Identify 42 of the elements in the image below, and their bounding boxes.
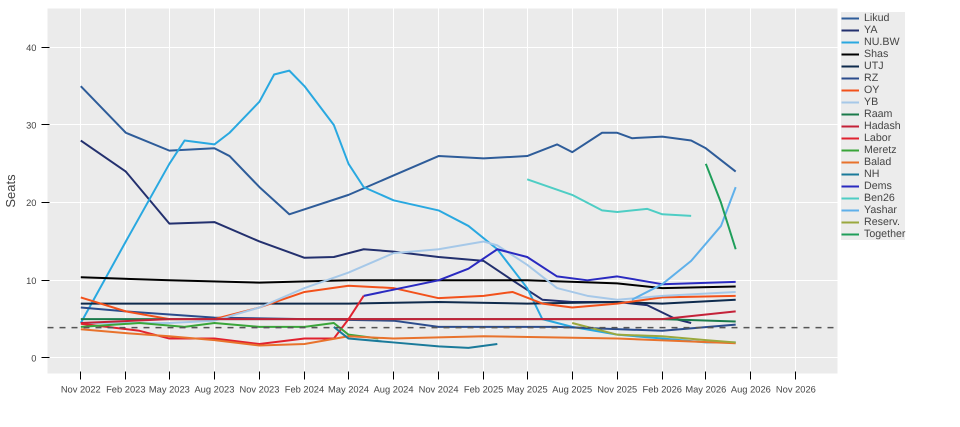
legend-label: Shas [864,48,888,60]
legend-label: RZ [864,72,880,84]
legend-label: YB [864,96,880,108]
x-tick-label: Nov 2022 [60,384,101,394]
legend-label: Dems [864,180,892,192]
x-tick-label: Nov 2024 [418,384,459,394]
legend-label: NH [864,168,880,180]
y-tick-label: 10 [26,276,37,286]
legend-label: YA [864,24,878,36]
legend-label: OY [864,84,880,96]
legend-label: Hadash [864,120,901,132]
x-tick-label: Feb 2023 [106,384,146,394]
x-tick-label: Nov 2025 [597,384,638,394]
legend-label: Ben26 [864,192,895,204]
legend-label: Likud [864,12,890,24]
x-tick-label: Feb 2026 [642,384,682,394]
legend-label: Raam [864,108,892,120]
x-tick-label: Aug 2024 [374,384,414,394]
y-tick-label: 0 [31,353,37,364]
legend-label: Together [864,228,906,240]
y-axis-title: Seats [3,174,18,208]
x-tick-label: Feb 2024 [284,384,324,394]
legend-label: Meretz [864,144,897,156]
x-tick-label: Aug 2026 [730,384,771,394]
y-tick-label: 20 [26,198,37,208]
x-tick-label: Aug 2025 [552,384,592,394]
x-tick-label: Feb 2025 [464,384,504,394]
legend-label: Reserv. [864,216,900,228]
x-tick-label: May 2024 [328,384,370,394]
legend-label: Labor [864,132,892,144]
x-tick-label: Nov 2023 [239,384,280,394]
x-tick-label: Aug 2023 [194,384,234,394]
legend-label: Balad [864,156,892,168]
legend-label: NU.BW [864,36,900,48]
x-tick-label: May 2023 [148,384,190,394]
x-tick-label: May 2026 [685,384,726,394]
y-tick-label: 40 [26,42,37,53]
y-tick-label: 30 [26,120,37,130]
legend-label: Yashar [864,204,897,216]
x-tick-label: May 2025 [506,384,548,394]
x-tick-label: Nov 2026 [776,384,816,394]
legend-label: UTJ [864,60,884,72]
